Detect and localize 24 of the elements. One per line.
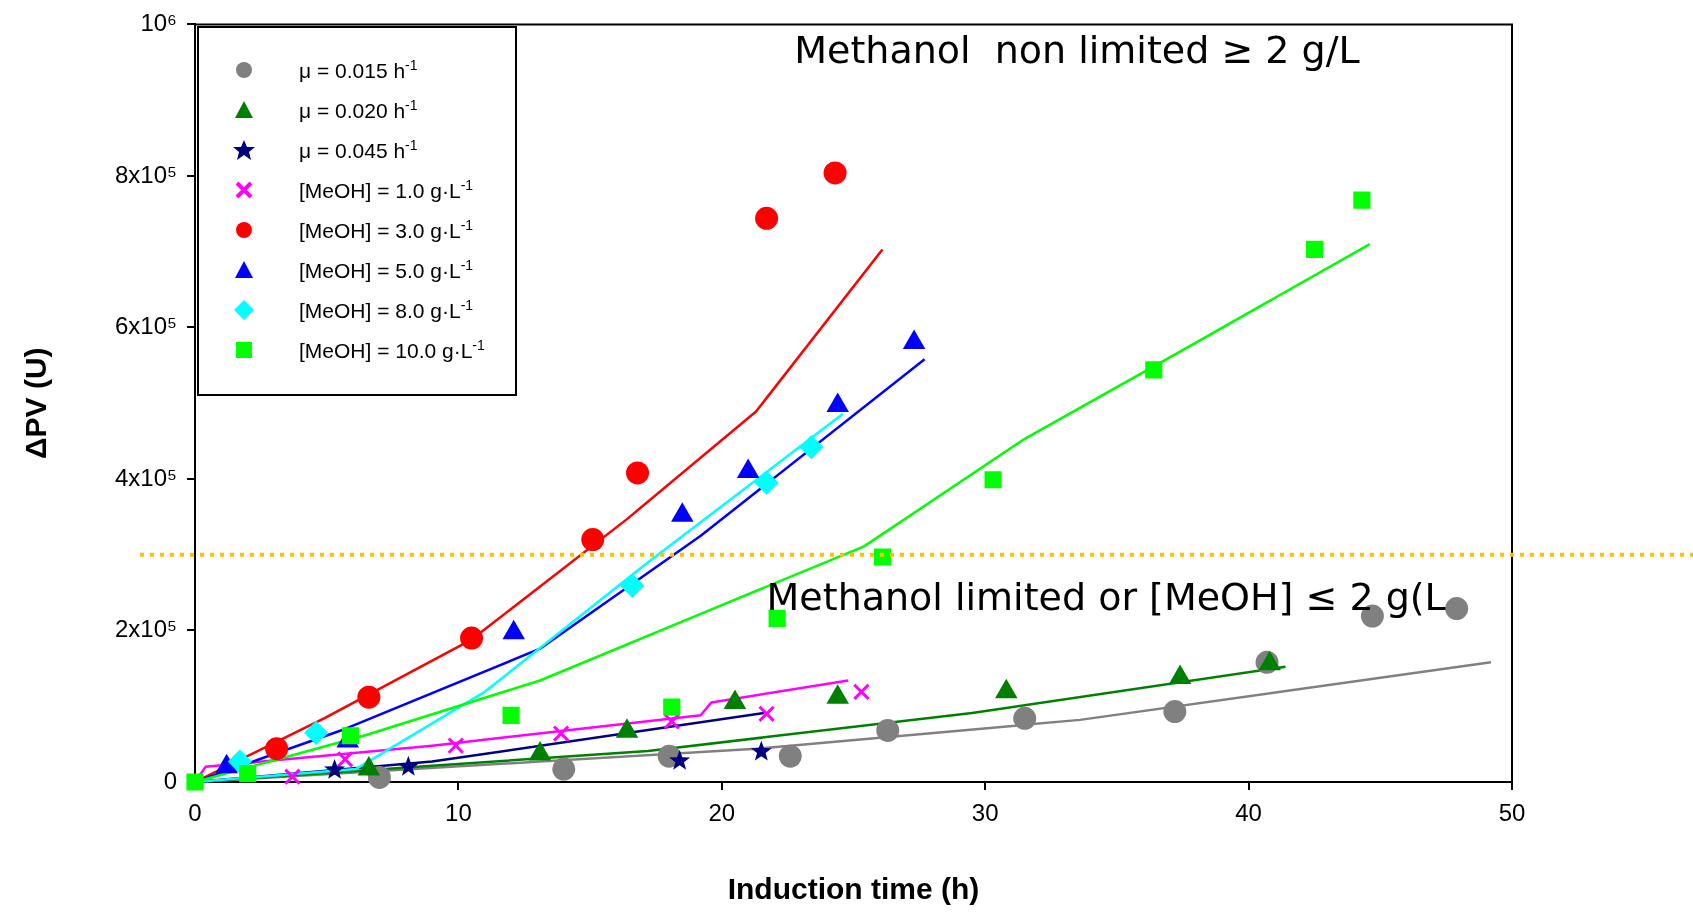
y-tick-label: 4x10⁵ <box>115 463 177 491</box>
legend-label: μ = 0.045 h$^{-1}$ <box>299 137 418 163</box>
legend-label: [MeOH] = 5.0 g·L$^{-1}$ <box>299 257 474 283</box>
y-tick-label: 0 <box>163 766 177 794</box>
legend-label: [MeOH] = 1.0 g·L$^{-1}$ <box>299 177 474 203</box>
annotation: Methanol limited or [MeOH] ≤ 2 g(L <box>766 575 1446 620</box>
annotation: Methanol non limited ≥ 2 g/L <box>794 28 1360 73</box>
legend-label: [MeOH] = 8.0 g·L$^{-1}$ <box>299 297 474 323</box>
y-tick-label: 8x10⁵ <box>115 160 177 188</box>
legend-label: [MeOH] = 3.0 g·L$^{-1}$ <box>299 217 474 243</box>
x-tick-label: 20 <box>708 799 736 827</box>
x-tick-label: 40 <box>1235 799 1262 827</box>
x-tick-label: 10 <box>445 799 472 827</box>
y-tick-label: 2x10⁵ <box>115 615 177 643</box>
x-axis-title: Induction time (h) <box>727 872 980 906</box>
y-tick-label: 10⁶ <box>140 9 177 37</box>
x-tick-label: 30 <box>971 799 999 827</box>
y-tick-label: 6x10⁵ <box>115 312 177 340</box>
y-axis-title: ΔPV (U) <box>19 347 53 459</box>
x-tick-label: 0 <box>188 799 202 827</box>
legend-label: [MeOH] = 10.0 g·L$^{-1}$ <box>299 337 485 363</box>
legend-label: μ = 0.020 h$^{-1}$ <box>299 97 418 123</box>
legend-label: μ = 0.015 h$^{-1}$ <box>299 57 418 83</box>
x-tick-label: 50 <box>1498 799 1526 827</box>
